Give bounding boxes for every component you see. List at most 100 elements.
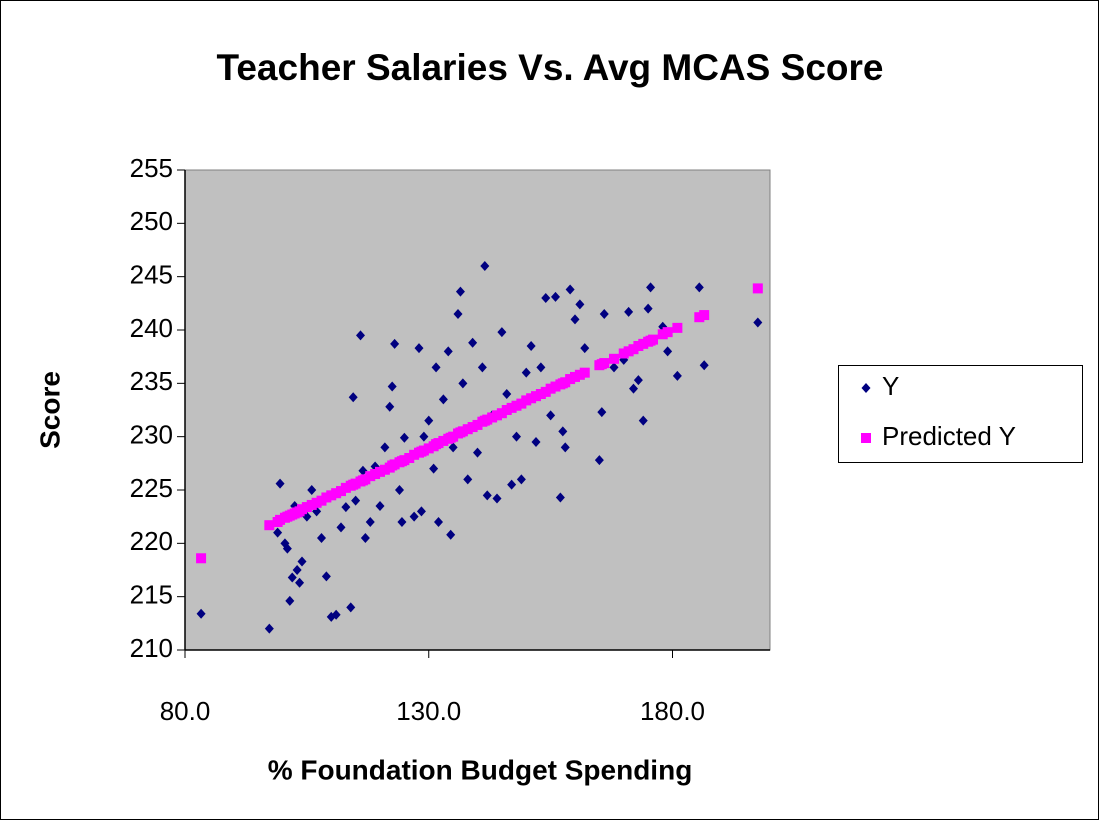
data-point xyxy=(468,337,478,348)
data-point xyxy=(546,410,556,421)
data-point xyxy=(341,502,351,513)
data-point xyxy=(321,571,331,582)
legend-marker xyxy=(861,433,871,443)
predicted-point xyxy=(579,367,590,378)
data-point xyxy=(477,362,487,373)
data-point xyxy=(638,415,648,426)
data-point xyxy=(196,608,206,619)
data-point xyxy=(629,383,638,394)
y-tick-label: 235 xyxy=(130,366,173,396)
data-point xyxy=(431,362,441,373)
data-point xyxy=(414,343,424,354)
predicted-point xyxy=(196,553,207,564)
data-point xyxy=(560,442,570,453)
legend-marker xyxy=(861,383,871,393)
data-point xyxy=(375,501,385,511)
predicted-point xyxy=(609,353,619,364)
data-point xyxy=(307,485,317,495)
x-axis-label: % Foundation Budget Spending xyxy=(268,754,693,785)
data-point xyxy=(282,543,292,554)
predicted-point xyxy=(264,520,275,531)
data-point xyxy=(336,522,346,533)
data-point xyxy=(390,338,400,349)
data-point xyxy=(448,442,458,453)
data-point xyxy=(416,506,426,517)
y-tick-label: 250 xyxy=(130,206,173,236)
data-point xyxy=(397,517,407,527)
data-point xyxy=(502,389,512,399)
x-tick-label: 180.0 xyxy=(640,696,705,726)
data-point xyxy=(356,330,365,341)
data-point xyxy=(624,306,634,317)
data-point xyxy=(663,346,673,357)
data-point xyxy=(446,529,456,540)
predicted-point xyxy=(599,358,610,369)
y-tick-label: 210 xyxy=(130,633,173,663)
data-point xyxy=(643,303,653,314)
legend-label: Y xyxy=(882,371,899,401)
data-point xyxy=(536,362,546,373)
data-point xyxy=(438,394,448,405)
data-point xyxy=(358,465,368,476)
plot-area xyxy=(184,169,771,651)
data-point xyxy=(387,381,397,392)
data-point xyxy=(285,595,295,606)
y-tick-label: 215 xyxy=(130,580,173,610)
data-point xyxy=(455,286,465,297)
data-point xyxy=(526,341,536,351)
data-point xyxy=(473,447,482,458)
predicted-point xyxy=(672,322,683,333)
data-point xyxy=(287,572,297,583)
x-tick-label: 80.0 xyxy=(160,696,211,726)
predicted-point xyxy=(648,334,658,345)
x-tick-label: 130.0 xyxy=(396,696,461,726)
data-point xyxy=(507,479,517,490)
data-point xyxy=(463,474,473,485)
data-point xyxy=(575,299,585,310)
data-point xyxy=(570,314,580,325)
data-point xyxy=(580,343,590,354)
data-point xyxy=(699,360,709,371)
data-point xyxy=(264,623,274,634)
data-point xyxy=(609,362,619,373)
data-point xyxy=(275,478,285,489)
data-point xyxy=(541,293,551,303)
data-point xyxy=(597,407,607,418)
data-point xyxy=(453,309,463,319)
chart-title: Teacher Salaries Vs. Avg MCAS Score xyxy=(217,47,884,88)
data-point xyxy=(492,493,502,504)
data-point xyxy=(429,463,439,474)
y-tick-label: 230 xyxy=(130,420,173,450)
legend-label: Predicted Y xyxy=(882,421,1016,451)
data-point xyxy=(385,401,395,412)
data-point xyxy=(443,346,453,357)
data-point xyxy=(395,485,404,495)
data-point xyxy=(399,432,409,443)
data-point xyxy=(348,392,358,403)
legend xyxy=(838,365,1083,463)
data-point xyxy=(516,474,526,485)
data-point xyxy=(351,495,361,506)
data-point xyxy=(694,282,704,293)
predicted-point xyxy=(752,283,763,294)
data-point xyxy=(565,284,575,295)
data-point xyxy=(292,565,302,575)
data-point xyxy=(458,378,468,389)
data-point xyxy=(480,261,490,271)
data-point xyxy=(273,527,283,538)
y-axis-label: Score xyxy=(34,371,65,449)
data-point xyxy=(531,437,541,447)
predicted-point xyxy=(699,310,710,321)
data-point xyxy=(365,517,375,527)
predicted-point xyxy=(662,327,673,338)
data-point xyxy=(331,609,341,620)
data-point xyxy=(551,291,560,302)
data-point xyxy=(424,415,434,426)
data-point xyxy=(295,577,305,588)
data-point xyxy=(633,375,643,386)
data-point xyxy=(555,492,565,503)
data-point xyxy=(360,533,370,543)
data-point xyxy=(753,317,763,328)
data-point xyxy=(599,309,609,319)
